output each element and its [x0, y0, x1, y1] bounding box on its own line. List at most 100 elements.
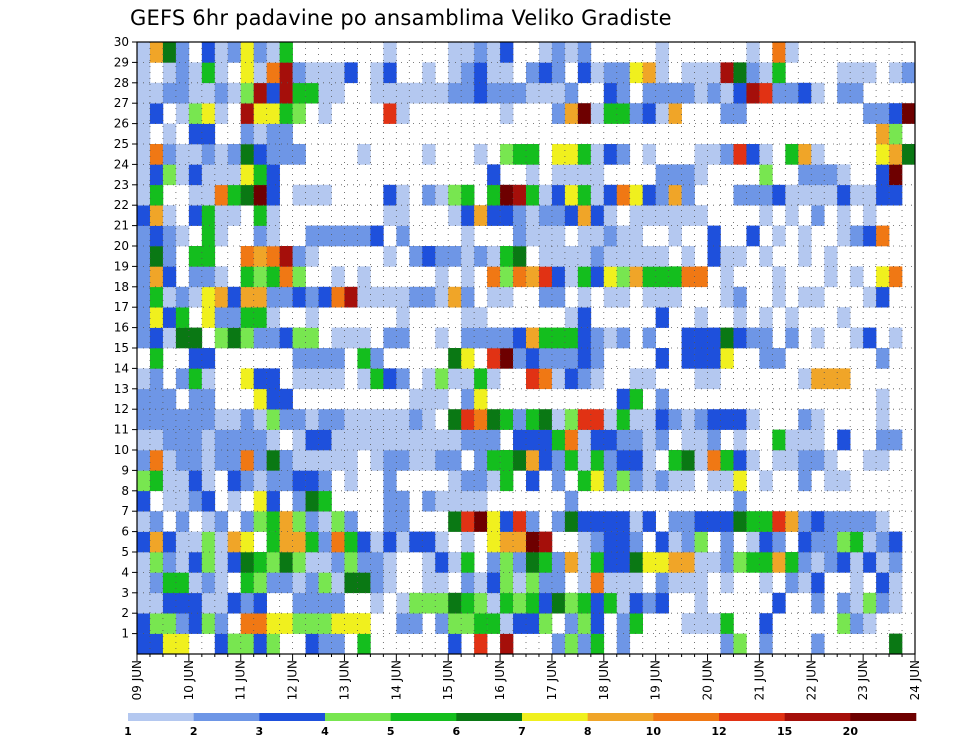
heatmap-cell	[876, 450, 890, 471]
x-tick-label: 23 JUN	[856, 660, 870, 700]
heatmap-cell	[707, 470, 721, 492]
heatmap-cell	[149, 429, 164, 451]
heatmap-cell	[902, 62, 916, 84]
heatmap-cell	[305, 327, 319, 349]
heatmap-cell	[759, 164, 773, 186]
heatmap-cell	[318, 225, 332, 247]
heatmap-cell	[214, 613, 229, 634]
heatmap-cell	[253, 450, 267, 471]
heatmap-cell	[344, 409, 358, 430]
heatmap-cell	[655, 429, 669, 451]
heatmap-cell	[500, 572, 514, 594]
heatmap-cell	[824, 531, 838, 553]
heatmap-cell	[461, 552, 475, 573]
heatmap-cell	[642, 246, 656, 267]
heatmap-cell	[798, 572, 812, 594]
y-tick-label: 27	[114, 96, 129, 110]
heatmap-cell	[175, 286, 190, 308]
heatmap-cell	[175, 613, 190, 634]
heatmap-cell	[253, 511, 267, 532]
heatmap-cell	[889, 62, 903, 84]
heatmap-cell	[461, 286, 475, 308]
heatmap-cell	[837, 225, 851, 247]
heatmap-cell	[487, 205, 501, 226]
heatmap-cell	[175, 572, 190, 594]
heatmap-cell	[396, 531, 410, 553]
heatmap-cell	[500, 205, 514, 226]
heatmap-cell	[590, 205, 605, 226]
heatmap-cell	[668, 572, 682, 594]
heatmap-cell	[655, 266, 669, 288]
heatmap-cell	[526, 592, 540, 614]
heatmap-cell	[409, 450, 423, 471]
heatmap-cell	[500, 103, 514, 124]
heatmap-cell	[422, 409, 436, 430]
heatmap-cell	[305, 592, 319, 614]
heatmap-cell	[162, 490, 177, 512]
heatmap-cell	[409, 388, 423, 410]
heatmap-cell	[564, 164, 579, 186]
heatmap-cell	[422, 429, 436, 451]
colorbar-swatch	[259, 713, 326, 721]
heatmap-cell	[642, 184, 656, 206]
heatmap-cell	[720, 266, 734, 288]
heatmap-cell	[266, 531, 280, 553]
heatmap-cell	[279, 450, 293, 471]
heatmap-cell	[240, 572, 254, 594]
heatmap-cell	[889, 144, 903, 165]
heatmap-cell	[746, 409, 760, 430]
heatmap-cell	[668, 511, 682, 532]
heatmap-cell	[253, 633, 267, 655]
heatmap-cell	[253, 82, 267, 104]
heatmap-cell	[759, 531, 773, 553]
heatmap-cell	[513, 409, 527, 430]
y-tick-label: 17	[114, 300, 129, 314]
heatmap-cell	[162, 592, 177, 614]
heatmap-cell	[837, 613, 851, 634]
heatmap-cell	[240, 592, 254, 614]
heatmap-cell	[876, 266, 890, 288]
heatmap-cell	[642, 409, 656, 430]
heatmap-cell	[201, 246, 216, 267]
heatmap-cell	[616, 429, 631, 451]
x-tick-label: 24 JUN	[908, 660, 922, 700]
heatmap-cell	[175, 103, 190, 124]
heatmap-cell	[863, 62, 877, 84]
heatmap-cell	[188, 572, 203, 594]
heatmap-cell	[811, 633, 825, 655]
heatmap-cell	[357, 531, 371, 553]
heatmap-cell	[551, 164, 566, 186]
heatmap-cell	[526, 552, 540, 573]
heatmap-cell	[629, 184, 643, 206]
heatmap-cell	[396, 286, 410, 308]
heatmap-cell	[383, 368, 397, 390]
heatmap-cell	[500, 409, 514, 430]
heatmap-cell	[149, 246, 164, 267]
heatmap-cell	[681, 164, 695, 186]
heatmap-cell	[655, 348, 669, 369]
heatmap-cell	[798, 531, 812, 553]
heatmap-cell	[474, 470, 488, 492]
heatmap-cell	[616, 388, 631, 410]
heatmap-cell	[149, 368, 164, 390]
heatmap-cell	[201, 613, 216, 634]
heatmap-cell	[850, 592, 864, 614]
heatmap-cell	[137, 490, 151, 512]
heatmap-cell	[435, 572, 449, 594]
heatmap-cell	[538, 205, 553, 226]
heatmap-cell	[707, 246, 721, 267]
heatmap-cell	[564, 184, 579, 206]
heatmap-cell	[564, 450, 579, 471]
heatmap-cell	[487, 592, 501, 614]
heatmap-cell	[137, 62, 151, 84]
heatmap-cell	[655, 307, 669, 328]
heatmap-cell	[513, 613, 527, 634]
heatmap-cell	[720, 409, 734, 430]
heatmap-cell	[188, 62, 203, 84]
heatmap-cell	[318, 490, 332, 512]
heatmap-cell	[318, 450, 332, 471]
heatmap-cell	[811, 450, 825, 471]
heatmap-cell	[435, 184, 449, 206]
heatmap-cell	[551, 225, 566, 247]
